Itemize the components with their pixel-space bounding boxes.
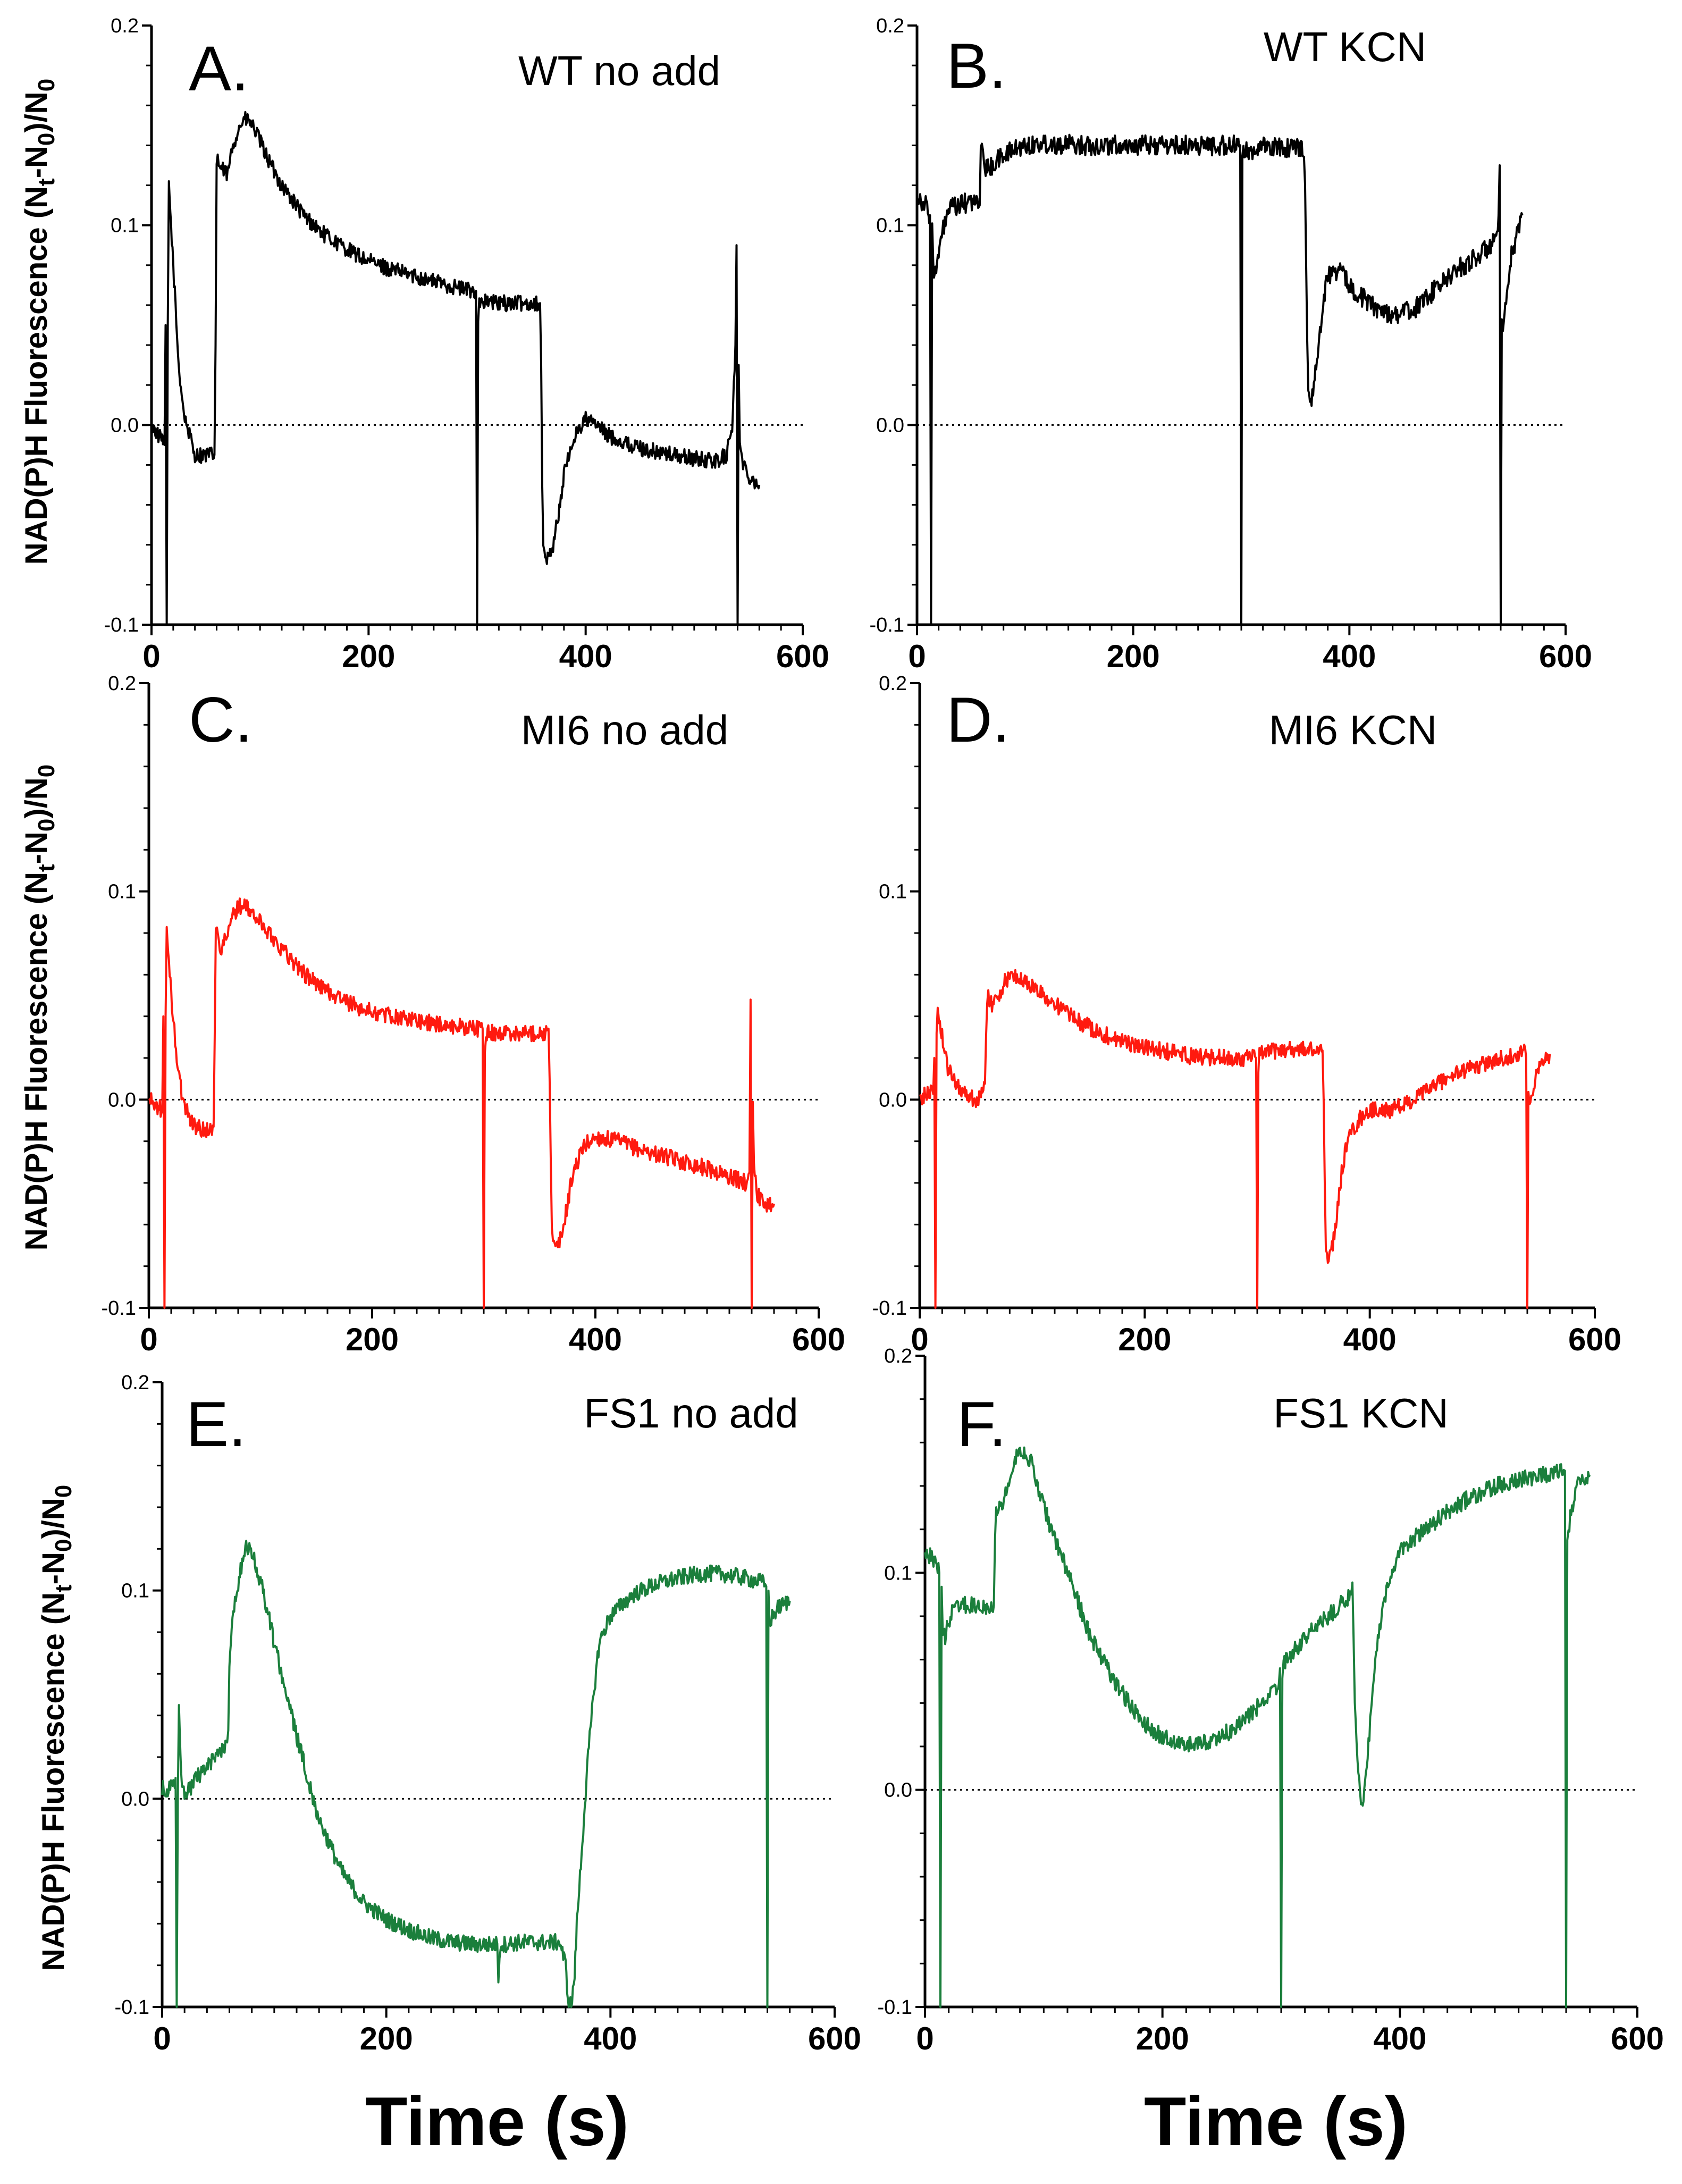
y-tick-label-C-3: 0.2 [108, 673, 136, 695]
panel-letter-E: E. [186, 1389, 246, 1460]
x-tick-label-C-3: 600 [792, 1322, 845, 1357]
x-tick-label-A-2: 400 [559, 639, 612, 674]
y-tick-label-F-0: -0.1 [878, 1996, 912, 2019]
ylabel-row-3: NAD(P)H Fluorescence (Nt-N0)/N0 [36, 1485, 77, 1971]
y-tick-label-E-3: 0.2 [121, 1372, 149, 1394]
panel-title-F: FS1 KCN [1273, 1390, 1448, 1437]
y-tick-label-A-3: 0.2 [111, 15, 139, 37]
data-series-C [148, 897, 775, 1309]
y-tick-label-E-0: -0.1 [115, 1996, 149, 2019]
x-tick-label-E-3: 600 [808, 2021, 861, 2056]
y-tick-label-C-2: 0.1 [108, 881, 136, 903]
panel-B: -0.1 0.0 0.1 0.2 0 200 400 600 B. WT KCN [870, 15, 1593, 674]
y-tick-label-B-0: -0.1 [870, 614, 904, 636]
y-tick-label-F-1: 0.0 [884, 1779, 912, 1802]
y-tick-label-F-3: 0.2 [884, 1345, 912, 1367]
panel-title-C: MI6 no add [521, 707, 728, 753]
y-tick-label-F-2: 0.1 [884, 1562, 912, 1584]
x-tick-label-B-1: 200 [1107, 639, 1160, 674]
x-tick-label-F-0: 0 [916, 2021, 933, 2056]
y-tick-label-E-2: 0.1 [121, 1580, 149, 1602]
panel-letter-B: B. [946, 30, 1006, 102]
y-tick-label-D-3: 0.2 [879, 673, 907, 695]
y-tick-label-C-1: 0.0 [108, 1089, 136, 1111]
y-tick-label-A-0: -0.1 [104, 614, 139, 636]
x-tick-label-A-3: 600 [776, 639, 829, 674]
x-tick-label-B-0: 0 [908, 639, 926, 674]
y-tick-label-D-2: 0.1 [879, 881, 907, 903]
data-series-B [916, 133, 1524, 626]
data-series-D [919, 969, 1551, 1309]
panel-letter-F: F. [957, 1389, 1006, 1460]
xlabel-right: Time (s) [1144, 2082, 1408, 2160]
xlabel-left: Time (s) [365, 2082, 629, 2160]
x-tick-label-D-0: 0 [911, 1322, 928, 1357]
panel-D: -0.1 0.0 0.1 0.2 0 200 400 600 D. MI6 KCN [872, 673, 1622, 1357]
y-tick-label-A-2: 0.1 [111, 215, 139, 237]
ylabel-row-2: NAD(P)H Fluorescence (Nt-N0)/N0 [19, 765, 60, 1250]
x-tick-label-C-0: 0 [140, 1322, 157, 1357]
x-tick-label-D-3: 600 [1568, 1322, 1621, 1357]
x-tick-label-D-1: 200 [1118, 1322, 1171, 1357]
panel-title-D: MI6 KCN [1269, 707, 1437, 753]
y-tick-label-E-1: 0.0 [121, 1788, 149, 1810]
panel-letter-D: D. [946, 684, 1010, 755]
data-series-E [161, 1540, 791, 2008]
panel-C: -0.1 0.0 0.1 0.2 0 200 400 600 C. MI6 no add [102, 673, 846, 1357]
y-tick-label-D-0: -0.1 [872, 1297, 907, 1320]
x-tick-label-E-1: 200 [360, 2021, 413, 2056]
x-tick-label-F-1: 200 [1136, 2021, 1189, 2056]
panel-letter-A: A. [189, 33, 249, 104]
data-series-A [150, 111, 761, 626]
x-tick-label-F-3: 600 [1611, 2021, 1664, 2056]
panel-E: -0.1 0.0 0.1 0.2 0 200 400 600 E. FS1 no add [115, 1372, 862, 2056]
ylabel-row-1: NAD(P)H Fluorescence (Nt-N0)/N0 [19, 79, 60, 565]
x-tick-label-A-0: 0 [142, 639, 160, 674]
x-tick-label-D-2: 400 [1343, 1322, 1397, 1357]
x-tick-label-A-1: 200 [342, 639, 395, 674]
y-tick-label-B-3: 0.2 [876, 15, 904, 37]
y-tick-label-D-1: 0.0 [879, 1089, 907, 1111]
x-tick-label-B-3: 600 [1539, 639, 1592, 674]
y-tick-label-C-0: -0.1 [102, 1297, 136, 1320]
y-tick-label-B-2: 0.1 [876, 215, 904, 237]
x-tick-label-E-0: 0 [153, 2021, 171, 2056]
data-series-F [924, 1446, 1591, 2008]
panel-A: -0.1 0.0 0.1 0.2 0 200 400 600 A. WT no add [104, 15, 830, 674]
panel-title-E: FS1 no add [584, 1390, 798, 1437]
panel-title-A: WT no add [518, 47, 720, 94]
panel-title-B: WT KCN [1264, 23, 1426, 70]
x-tick-label-C-2: 400 [569, 1322, 622, 1357]
x-tick-label-F-2: 400 [1373, 2021, 1426, 2056]
x-tick-label-B-2: 400 [1323, 639, 1376, 674]
x-tick-label-C-1: 200 [346, 1322, 399, 1357]
y-tick-label-A-1: 0.0 [111, 414, 139, 436]
panel-letter-C: C. [189, 684, 253, 755]
panel-F: -0.1 0.0 0.1 0.2 0 200 400 600 F. FS1 KCN [878, 1345, 1664, 2056]
y-tick-label-B-1: 0.0 [876, 414, 904, 436]
x-tick-label-E-2: 400 [584, 2021, 637, 2056]
